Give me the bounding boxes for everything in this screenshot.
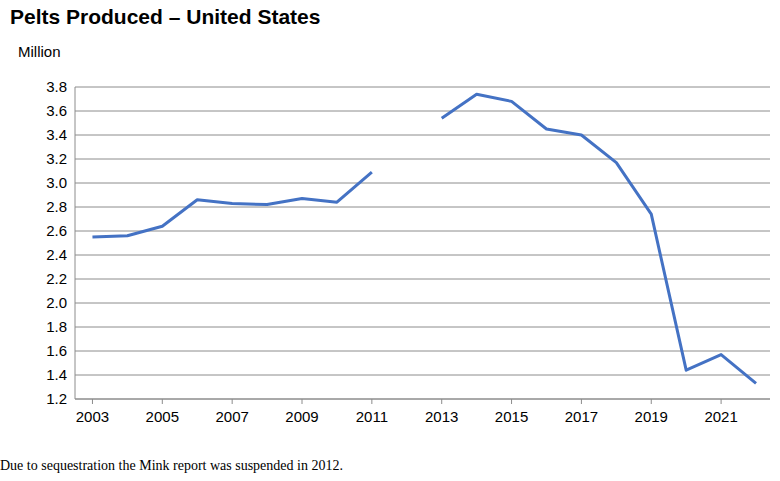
y-tick-label: 1.4 — [46, 366, 67, 383]
grid-line — [75, 183, 770, 184]
grid-line — [75, 111, 770, 112]
y-tick-label: 3.0 — [46, 174, 67, 191]
grid-line — [75, 399, 770, 400]
y-axis-label: Million — [18, 43, 61, 60]
y-tick-label: 2.8 — [46, 198, 67, 215]
grid-line — [75, 87, 770, 88]
x-tick — [162, 399, 163, 404]
y-tick-label: 2.6 — [46, 222, 67, 239]
y-tick-label: 3.2 — [46, 150, 67, 167]
x-tick — [302, 399, 303, 404]
y-tick-label: 3.4 — [46, 126, 67, 143]
series-line — [92, 94, 756, 383]
y-tick-label: 1.6 — [46, 342, 67, 359]
y-tick-label: 3.8 — [46, 78, 67, 95]
grid-line — [75, 231, 770, 232]
x-tick — [371, 399, 372, 404]
chart: Pelts Produced – United States Million 1.2… — [0, 0, 780, 481]
grid-line — [75, 351, 770, 352]
x-axis — [75, 399, 770, 400]
x-tick-label: 2007 — [215, 408, 248, 425]
y-axis — [75, 87, 76, 399]
footnote: Due to sequestration the Mink report was… — [0, 458, 343, 473]
y-tick-label: 2.4 — [46, 246, 67, 263]
x-tick — [232, 399, 233, 404]
x-tick — [441, 399, 442, 404]
grid-line — [75, 135, 770, 136]
plot-area — [92, 94, 756, 383]
y-tick-label: 2.2 — [46, 270, 67, 287]
grid-line — [75, 255, 770, 256]
y-tick-label: 1.2 — [46, 390, 67, 407]
grid-line — [75, 375, 770, 376]
y-tick-label: 1.8 — [46, 318, 67, 335]
x-tick-label: 2015 — [495, 408, 528, 425]
x-tick — [581, 399, 582, 404]
x-tick-label: 2019 — [635, 408, 668, 425]
x-tick — [92, 399, 93, 404]
x-tick-label: 2017 — [565, 408, 598, 425]
grid-line — [75, 327, 770, 328]
x-tick-label: 2021 — [704, 408, 737, 425]
x-tick — [651, 399, 652, 404]
y-tick-label: 2.0 — [46, 294, 67, 311]
x-tick-label: 2011 — [356, 408, 388, 425]
x-tick-label: 2013 — [425, 408, 458, 425]
x-tick — [721, 399, 722, 404]
x-tick — [511, 399, 512, 404]
x-tick-label: 2003 — [76, 408, 109, 425]
title: Pelts Produced – United States — [10, 5, 320, 28]
grid-line — [75, 207, 770, 208]
grid-line — [75, 159, 770, 160]
grid-line — [75, 303, 770, 304]
x-tick-label: 2005 — [146, 408, 179, 425]
y-tick-label: 3.6 — [46, 102, 67, 119]
x-tick-label: 2009 — [285, 408, 318, 425]
